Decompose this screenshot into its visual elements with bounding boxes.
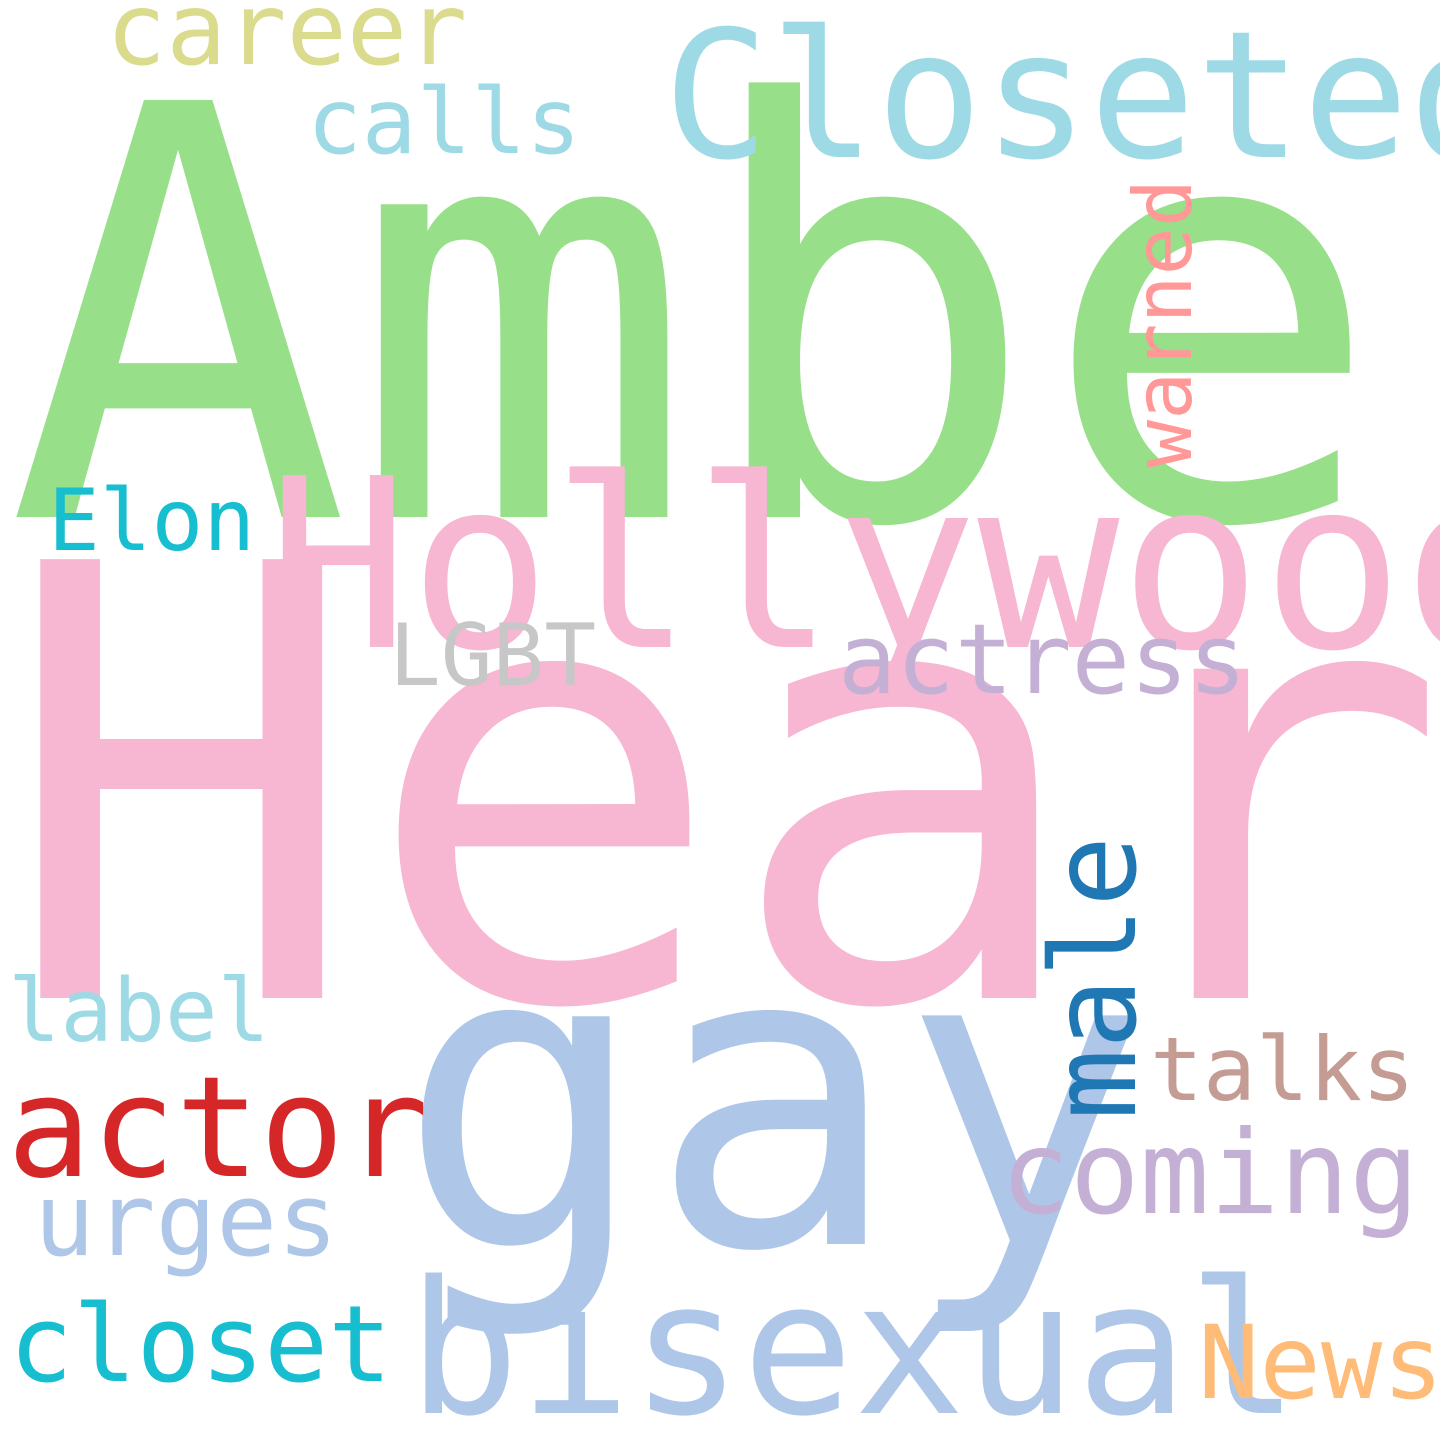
word-closeted: Closeted (663, 0, 1440, 199)
word-elon: Elon (48, 471, 256, 571)
word-gay: gay (397, 856, 1152, 1343)
word-lgbt: LGBT (389, 606, 597, 706)
word-actor: actor (7, 1047, 429, 1210)
word-actress: actress (838, 603, 1247, 716)
word-bisexual: bisexual (408, 1241, 1300, 1440)
word-hollywood: Hollywood (267, 428, 1440, 703)
word-calls: calls (307, 70, 581, 175)
word-talks: talks (1150, 1018, 1415, 1121)
word-heard: Heard (0, 439, 1440, 1140)
word-news: News (1198, 1304, 1440, 1423)
word-amber: Amber (6, 0, 1440, 652)
word-warned: warned (1117, 179, 1210, 468)
word-coming: coming (1000, 1106, 1420, 1241)
word-career: career (106, 0, 468, 88)
word-closet: closet (9, 1283, 392, 1406)
word-urges: urges (34, 1161, 339, 1279)
word-male: male (1025, 835, 1163, 1120)
word-label: label (8, 960, 270, 1062)
